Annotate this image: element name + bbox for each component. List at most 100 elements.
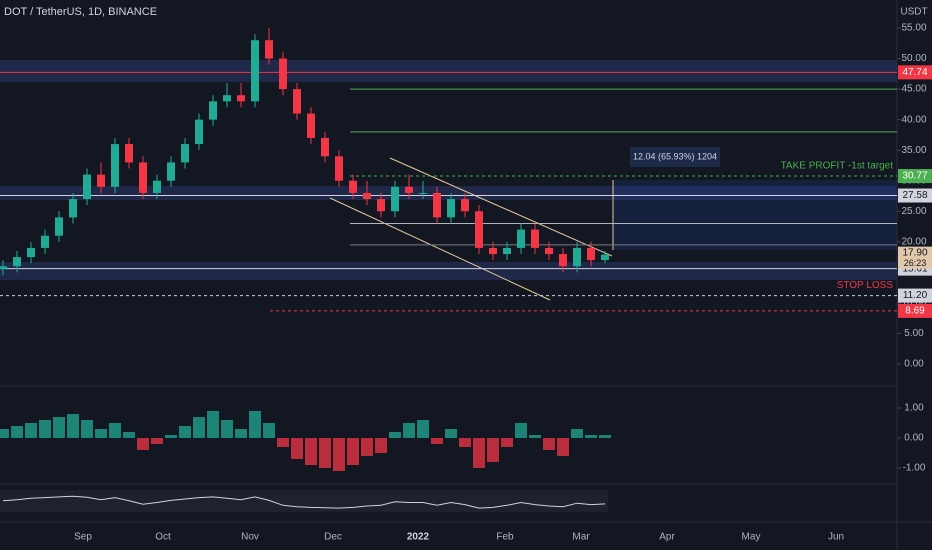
candle-body xyxy=(97,174,105,187)
y-tick-label: 20.00 xyxy=(901,236,926,247)
osc-bar xyxy=(179,426,191,438)
y-tick-label: 55.00 xyxy=(901,23,926,34)
level-badge xyxy=(898,188,932,203)
osc-bar xyxy=(333,438,345,471)
candle-body xyxy=(587,247,595,261)
candle-body xyxy=(139,162,147,193)
candle-body xyxy=(321,137,329,157)
level-label: 11.20 xyxy=(903,290,928,301)
y-tick-label: 45.00 xyxy=(901,84,926,95)
countdown: 26:23 xyxy=(904,258,927,268)
osc-bar xyxy=(487,438,499,462)
osc-bar xyxy=(473,438,485,468)
zone xyxy=(0,60,897,82)
osc-tick-label: 0.00 xyxy=(904,433,924,444)
osc-bar xyxy=(501,438,513,447)
osc-bar xyxy=(529,435,541,438)
osc-bar xyxy=(39,420,51,438)
rsi-band xyxy=(0,490,608,512)
osc-bar xyxy=(557,438,569,456)
candle-body xyxy=(41,235,49,248)
level-label: 15.61 xyxy=(902,263,927,274)
level-annotation: TAKE PROFIT -1st target xyxy=(781,161,894,172)
candle-body xyxy=(475,211,483,248)
candle-body xyxy=(391,186,399,212)
candle-body xyxy=(125,144,133,163)
measure-box xyxy=(630,147,720,167)
candle-body xyxy=(461,199,469,212)
x-tick-label: Oct xyxy=(155,532,171,543)
osc-tick-label: 1.00 xyxy=(904,403,924,414)
candle-body xyxy=(209,101,217,120)
candle-body xyxy=(223,95,231,102)
candle-body xyxy=(237,95,245,102)
price-badge xyxy=(898,246,932,269)
osc-bar xyxy=(0,429,9,438)
osc-bar xyxy=(165,435,177,438)
osc-bar xyxy=(193,417,205,438)
osc-bar xyxy=(25,423,37,438)
osc-bar xyxy=(235,429,247,438)
osc-bar xyxy=(277,438,289,447)
y-tick-label: 0.00 xyxy=(904,359,924,370)
osc-bar xyxy=(11,426,23,438)
osc-bar xyxy=(403,423,415,438)
osc-bar xyxy=(417,420,429,438)
currency: USDT xyxy=(900,7,927,18)
candle-body xyxy=(83,174,91,200)
candle-body xyxy=(419,192,427,194)
candle-body xyxy=(573,247,581,267)
x-tick-label: Dec xyxy=(324,532,342,543)
osc-bar xyxy=(291,438,303,459)
candle-body xyxy=(489,247,497,255)
osc-bar xyxy=(459,438,471,447)
osc-bar xyxy=(515,423,527,438)
candle-body xyxy=(13,257,21,267)
x-tick-label: 2022 xyxy=(407,532,430,543)
osc-bar xyxy=(445,429,457,438)
candle-body xyxy=(55,217,63,236)
candle-body xyxy=(279,58,287,90)
osc-bar xyxy=(571,429,583,438)
level-badge xyxy=(898,288,932,303)
y-tick-label: 25.00 xyxy=(901,206,926,217)
measure-label: 12.04 (65.93%) 1204 xyxy=(633,151,717,161)
level-label: 30.77 xyxy=(902,171,927,182)
candle-body xyxy=(503,247,511,255)
candle-body xyxy=(69,199,77,218)
zone xyxy=(0,262,897,280)
osc-bar xyxy=(347,438,359,465)
osc-bar xyxy=(305,438,317,465)
candle-body xyxy=(377,199,385,212)
candle-body xyxy=(349,180,357,193)
title: DOT / TetherUS, 1D, BINANCE xyxy=(4,6,157,18)
osc-bar xyxy=(263,423,275,438)
candle-body xyxy=(195,119,203,145)
level-label: 47.74 xyxy=(902,67,927,78)
candle-body xyxy=(517,229,525,248)
candle-body xyxy=(307,113,315,138)
osc-bar xyxy=(585,435,597,438)
x-tick-label: Apr xyxy=(659,532,675,543)
x-tick-label: Nov xyxy=(241,532,259,543)
level-badge xyxy=(898,303,932,318)
level-label: 27.58 xyxy=(902,190,927,201)
osc-bar xyxy=(81,420,93,438)
osc-bar xyxy=(599,435,611,438)
candle-body xyxy=(153,180,161,193)
osc-bar xyxy=(375,438,387,453)
osc-bar xyxy=(543,438,555,450)
candle-body xyxy=(363,192,371,200)
candle-body xyxy=(111,144,119,187)
level-badge xyxy=(898,169,932,184)
rsi-line xyxy=(2,495,606,509)
price-label: 17.90 xyxy=(902,247,927,258)
candle-body xyxy=(265,40,273,59)
osc-bar xyxy=(67,414,79,438)
osc-bar xyxy=(137,438,149,450)
y-tick-label: 40.00 xyxy=(901,114,926,125)
measure-zone xyxy=(613,180,897,250)
osc-bar xyxy=(151,438,163,444)
candle-body xyxy=(181,144,189,163)
